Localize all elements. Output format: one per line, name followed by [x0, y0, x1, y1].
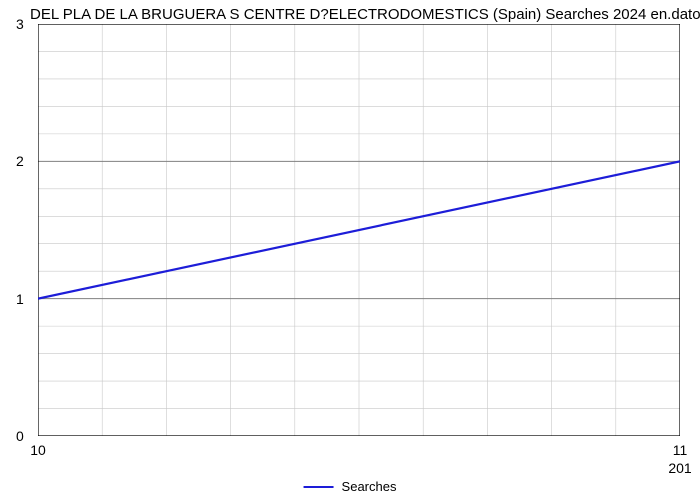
chart-title: DEL PLA DE LA BRUGUERA S CENTRE D?ELECTR… [30, 6, 700, 23]
legend-swatch [304, 486, 334, 488]
y-tick-label: 3 [16, 16, 24, 32]
legend-label: Searches [342, 479, 397, 494]
x-tick-label: 10 [30, 442, 46, 458]
x-tick-label: 11 [673, 442, 688, 458]
line-chart [38, 24, 680, 436]
legend: Searches [304, 479, 397, 494]
chart-area: 0123 1011 201 [38, 24, 680, 436]
y-tick-label: 0 [16, 428, 24, 444]
y-tick-label: 2 [16, 153, 24, 169]
y-tick-label: 1 [16, 291, 24, 307]
x-sub-label: 201 [668, 460, 691, 476]
